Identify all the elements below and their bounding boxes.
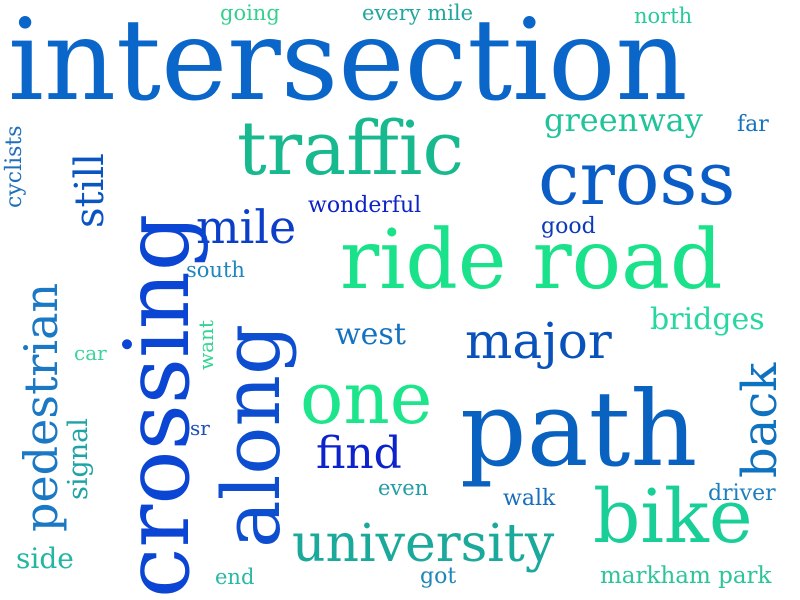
word-going: going — [220, 1, 280, 25]
word-along: along — [205, 323, 298, 548]
word-ride-road: ride road — [340, 213, 723, 308]
word-north: north — [634, 4, 693, 28]
word-intersection: intersection — [8, 0, 688, 126]
word-back: back — [732, 362, 788, 478]
word-side: side — [16, 542, 74, 575]
word-mile: mile — [196, 200, 297, 254]
word-far: far — [737, 112, 769, 137]
word-walk: walk — [503, 486, 556, 511]
word-still: still — [67, 153, 113, 228]
word-cross: cross — [538, 136, 736, 222]
word-traffic: traffic — [237, 106, 464, 192]
word-car: car — [74, 341, 107, 365]
word-got: got — [420, 564, 457, 589]
word-west: west — [335, 317, 406, 352]
word-greenway: greenway — [544, 101, 703, 139]
word-pedestrian: pedestrian — [14, 282, 68, 532]
word-want: want — [194, 320, 218, 370]
word-good: good — [541, 214, 596, 239]
word-south: south — [186, 258, 245, 282]
word-driver: driver — [708, 481, 776, 506]
word-bike: bike — [593, 474, 753, 560]
word-markham-park: markham park — [600, 563, 772, 589]
word-cyclists: cyclists — [2, 125, 27, 208]
word-sr: sr — [190, 416, 210, 440]
word-signal: signal — [63, 418, 94, 500]
word-even: even — [378, 476, 429, 500]
word-bridges: bridges — [650, 302, 765, 337]
word-university: university — [292, 514, 555, 574]
word-crossing: crossing — [105, 213, 210, 598]
word-find: find — [316, 428, 402, 479]
word-end: end — [215, 565, 255, 589]
word-wonderful: wonderful — [308, 193, 422, 218]
word-one: one — [300, 356, 433, 440]
word-major: major — [465, 312, 612, 370]
word-path: path — [460, 368, 698, 490]
word-every-mile: every mile — [362, 1, 474, 25]
